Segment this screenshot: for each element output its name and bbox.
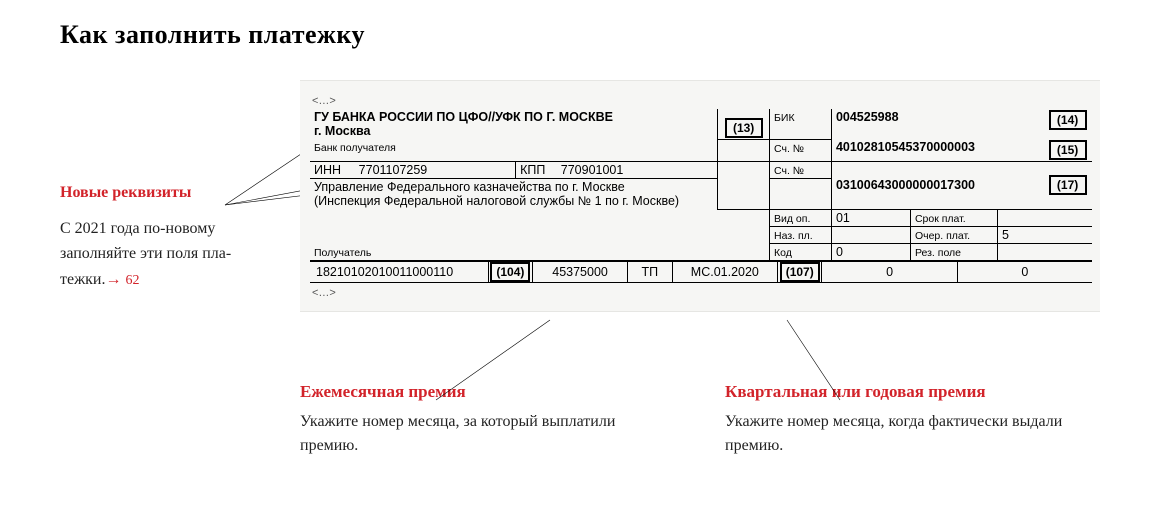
recipient-label: Получатель	[314, 247, 371, 259]
inn-label: ИНН	[314, 163, 341, 177]
oktmo-value: 45375000	[552, 265, 608, 279]
sidebar-text: С 2021 года по-новому запол­няйте эти по…	[60, 216, 240, 293]
field-box-17: (17)	[1049, 175, 1087, 195]
sidebar-link-ref[interactable]: 62	[125, 273, 139, 288]
kpp-value: 770901001	[561, 163, 624, 177]
bank-recipient-label: Банк получателя	[314, 142, 396, 154]
bank-name-line1: ГУ БАНКА РОССИИ ПО ЦФО//УФК ПО Г. МОСКВЕ	[314, 110, 613, 124]
sch2-value: 03100643000000017300	[836, 178, 975, 192]
sch2-label: Сч. №	[774, 165, 804, 177]
ocher-label: Очер. плат.	[915, 230, 970, 242]
zero1: 0	[886, 265, 893, 279]
srok-label: Срок плат.	[915, 213, 966, 225]
content-layout: Новые реквизиты С 2021 года по-новому за…	[60, 80, 1105, 458]
ocher-value: 5	[1002, 228, 1009, 242]
vidop-value: 01	[836, 211, 850, 225]
rez-label: Рез. поле	[915, 247, 961, 259]
tax-fields-row: 18210102010011000110 (104) 45375000 ТП М…	[310, 261, 1092, 283]
inn-value: 7701107259	[359, 163, 428, 177]
callout-quarterly-text: Укажите номер месяца, когда фактически в…	[725, 410, 1105, 458]
kod-value: 0	[836, 245, 843, 259]
period-value: МС.01.2020	[691, 265, 759, 279]
sidebar-note: Новые реквизиты С 2021 года по-новому за…	[60, 180, 240, 292]
field-box-13: (13)	[725, 118, 763, 138]
callout-quarterly-heading: Квартальная или годовая премия	[725, 382, 1105, 402]
field-box-14: (14)	[1049, 110, 1087, 130]
form-table-top: ГУ БАНКА РОССИИ ПО ЦФО//УФК ПО Г. МОСКВЕ…	[310, 109, 1092, 261]
bank-name-line2: г. Москва	[314, 124, 370, 138]
field-box-104: (104)	[490, 262, 530, 282]
sch1-value: 40102810545370000003	[836, 140, 975, 154]
osn-value: ТП	[642, 265, 659, 279]
callout-monthly-heading: Ежемесячная премия	[300, 382, 665, 402]
sidebar-heading: Новые реквизиты	[60, 180, 240, 206]
field-box-107: (107)	[780, 262, 820, 282]
recipient-line1: Управление Федерального казначейства по …	[314, 180, 625, 194]
field-box-15: (15)	[1049, 140, 1087, 160]
callout-monthly: Ежемесячная премия Укажите номер месяца,…	[300, 382, 665, 458]
ellipsis-top: <…>	[312, 95, 1092, 107]
kbk-value: 18210102010011000110	[316, 265, 453, 279]
kod-label: Код	[774, 247, 792, 259]
naz-label: Наз. пл.	[774, 230, 813, 242]
ellipsis-bottom: <…>	[312, 287, 1092, 299]
callout-quarterly: Квартальная или годовая премия Укажите н…	[725, 382, 1105, 458]
kpp-label: КПП	[520, 163, 545, 177]
bik-value: 004525988	[836, 110, 899, 124]
sch1-label: Сч. №	[774, 143, 804, 155]
bik-label: БИК	[774, 112, 795, 124]
payment-form-fragment: <…> ГУ БАНКА РОССИИ ПО ЦФО//УФК ПО Г. МО…	[300, 80, 1100, 312]
arrow-icon: →	[105, 271, 121, 288]
vidop-label: Вид оп.	[774, 213, 810, 225]
callout-monthly-text: Укажите номер месяца, за который выплати…	[300, 410, 665, 458]
zero2: 0	[1021, 265, 1028, 279]
page-title: Как заполнить платежку	[60, 20, 1105, 50]
recipient-line2: (Инспекция Федеральной налоговой службы …	[314, 194, 679, 208]
callouts-row: Ежемесячная премия Укажите номер месяца,…	[300, 382, 1105, 458]
